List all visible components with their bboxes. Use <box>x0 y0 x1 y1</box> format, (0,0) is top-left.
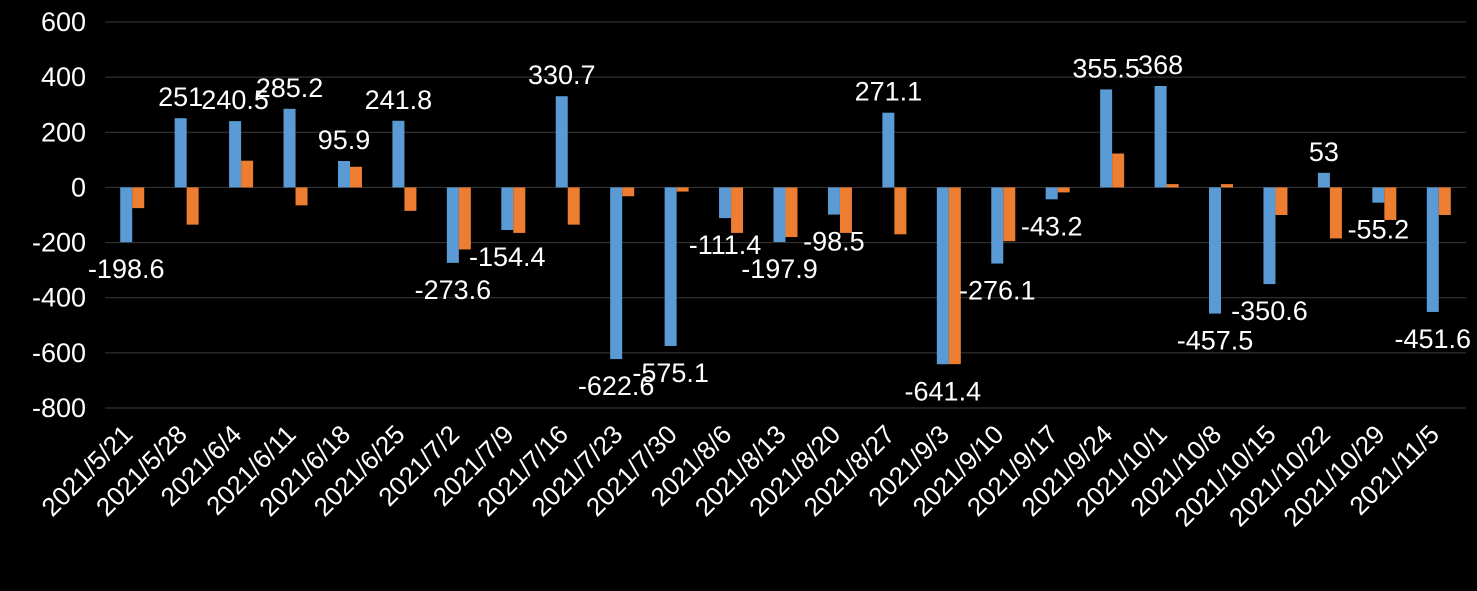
y-tick-label: -800 <box>32 393 86 423</box>
bar-series-2 <box>132 187 145 209</box>
data-label: -641.4 <box>905 376 982 406</box>
bar-series-1 <box>1045 187 1058 200</box>
bar-series-1 <box>882 112 895 188</box>
bar-series-1 <box>936 187 949 365</box>
bar-series-2 <box>948 187 961 365</box>
x-axis-tick-labels: 2021/5/212021/5/282021/6/42021/6/112021/… <box>35 419 1445 532</box>
bar-series-2 <box>458 187 471 250</box>
y-tick-label: 200 <box>41 117 86 147</box>
bar-series-2 <box>567 187 580 225</box>
bar-series-1 <box>555 96 568 188</box>
data-label: 355.5 <box>1072 53 1140 83</box>
bar-series-2 <box>676 187 689 192</box>
y-tick-label: 400 <box>41 62 86 92</box>
y-tick-label: -200 <box>32 228 86 258</box>
bar-series-1 <box>610 187 623 360</box>
data-label: -154.4 <box>469 242 546 272</box>
bar-series-1 <box>1100 89 1113 188</box>
data-label: 241.8 <box>365 85 433 115</box>
data-label: -457.5 <box>1177 326 1254 356</box>
bar-series-2 <box>785 187 798 238</box>
data-label: 330.7 <box>528 60 596 90</box>
bar-series-1 <box>773 187 786 242</box>
data-label: -451.6 <box>1394 324 1471 354</box>
data-label: 285.2 <box>256 73 324 103</box>
y-tick-label: 0 <box>71 172 86 202</box>
data-label: -575.1 <box>632 358 709 388</box>
bar-series-1 <box>991 187 1004 264</box>
bar-series-2 <box>1221 184 1234 188</box>
y-axis-tick-labels: 600 400 200 0 -200 -400 -600 -800 <box>32 7 86 423</box>
data-label: 251 <box>158 82 203 112</box>
bar-series-1 <box>120 187 133 243</box>
bar-series-1 <box>1209 187 1222 314</box>
bar-series-1 <box>1263 187 1276 285</box>
data-label: -622.6 <box>578 371 655 401</box>
bar-series-1 <box>446 187 459 263</box>
data-label: -111.4 <box>689 230 762 260</box>
gridlines <box>105 21 1466 409</box>
data-label: -276.1 <box>959 276 1036 306</box>
data-label: -55.2 <box>1348 215 1410 245</box>
data-label: -198.6 <box>88 254 165 284</box>
bars <box>120 85 1451 365</box>
data-label: 240.5 <box>201 85 269 115</box>
bar-series-2 <box>1166 184 1179 188</box>
bar-series-1 <box>1372 187 1385 203</box>
bar-series-2 <box>1057 187 1070 193</box>
y-tick-label: -600 <box>32 338 86 368</box>
bar-series-2 <box>1003 187 1016 242</box>
bar-series-1 <box>1154 85 1167 188</box>
bar-series-1 <box>719 187 732 219</box>
bar-series-2 <box>622 187 635 197</box>
bar-series-1 <box>337 160 350 188</box>
data-label: 271.1 <box>855 77 923 107</box>
bar-series-1 <box>664 187 677 346</box>
bar-series-1 <box>229 121 242 188</box>
bar-series-2 <box>186 187 199 225</box>
bar-series-1 <box>174 118 187 188</box>
data-label: 53 <box>1309 137 1339 167</box>
data-label: -273.6 <box>415 275 492 305</box>
bar-series-2 <box>404 187 417 211</box>
bar-series-2 <box>731 187 744 233</box>
bar-series-2 <box>839 187 852 233</box>
data-label: 368 <box>1138 50 1183 80</box>
data-label: 95.9 <box>318 125 371 155</box>
bar-series-2 <box>894 187 907 235</box>
bar-series-1 <box>501 187 514 230</box>
data-label: -43.2 <box>1021 211 1083 241</box>
bar-series-2 <box>1438 187 1451 215</box>
bar-series-1 <box>283 108 296 188</box>
bar-series-2 <box>1384 187 1397 220</box>
bar-series-1 <box>827 187 840 215</box>
y-tick-label: 600 <box>41 7 86 37</box>
bar-series-2 <box>1329 187 1342 239</box>
bar-series-2 <box>1112 153 1125 188</box>
bar-series-2 <box>513 187 526 233</box>
y-tick-label: -400 <box>32 283 86 313</box>
bar-series-1 <box>1426 187 1439 312</box>
data-label: -197.9 <box>741 254 818 284</box>
data-label: -98.5 <box>803 227 865 257</box>
bar-series-1 <box>1317 172 1330 188</box>
bar-series-2 <box>295 187 308 206</box>
data-label: -350.6 <box>1231 296 1308 326</box>
bar-series-2 <box>349 166 362 188</box>
bar-series-2 <box>1275 187 1288 215</box>
bar-series-2 <box>241 160 254 188</box>
bar-series-1 <box>392 120 405 188</box>
